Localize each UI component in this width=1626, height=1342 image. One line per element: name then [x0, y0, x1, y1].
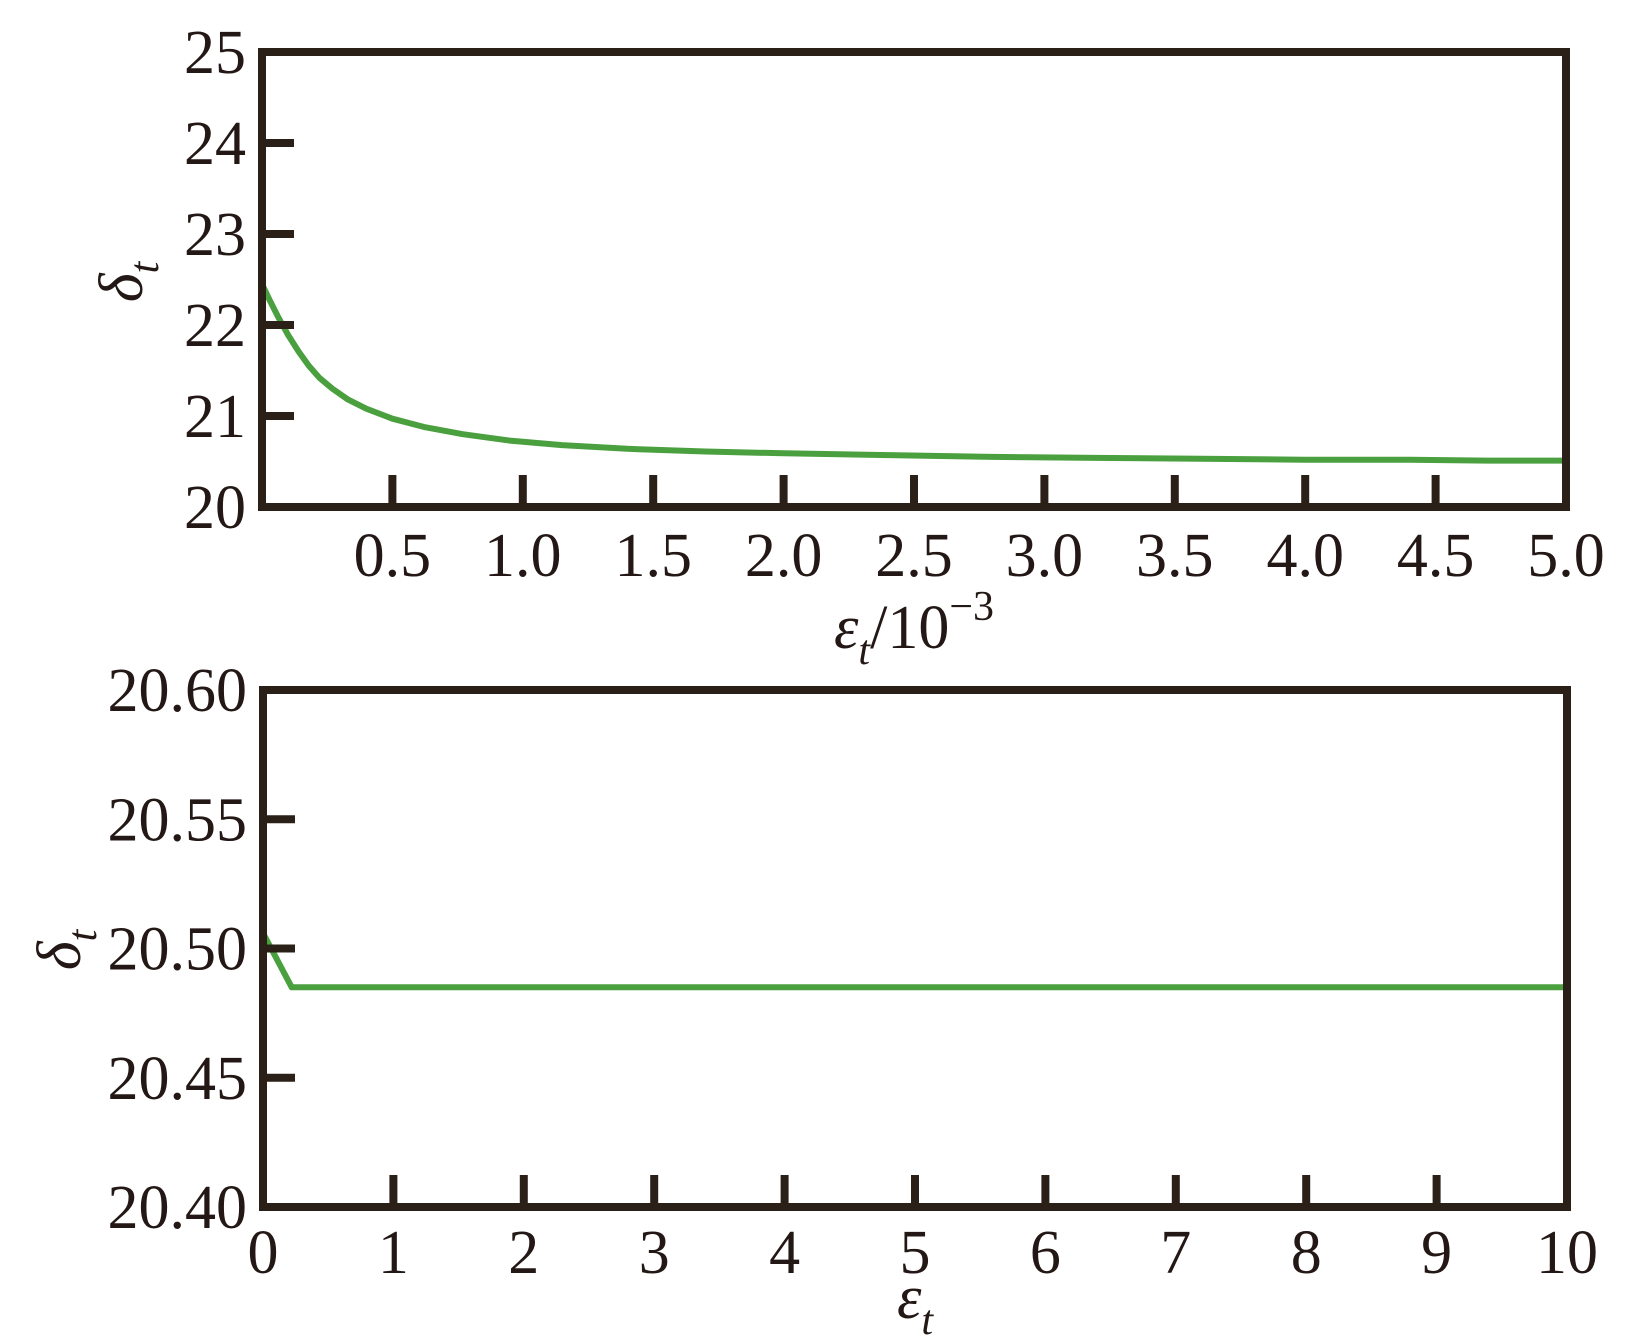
x-tick-label: 5.0	[1527, 522, 1605, 590]
y-tick-label: 24	[184, 110, 246, 178]
plot-box	[259, 686, 1571, 1211]
x-tick-label: 3.0	[1006, 522, 1084, 590]
x-tick-label: 0	[248, 1219, 279, 1287]
x-tick-label: 3	[639, 1219, 670, 1287]
x-tick-label: 0.5	[354, 522, 432, 590]
y-tick-label: 20.55	[108, 786, 248, 854]
y-tick-label: 22	[184, 292, 246, 360]
x-tick-label: 2.5	[875, 522, 953, 590]
x-tick-label: 1	[378, 1219, 409, 1287]
y-tick-label: 20.50	[108, 916, 248, 984]
x-tick-label: 4.5	[1397, 522, 1475, 590]
x-tick-label: 4	[769, 1219, 800, 1287]
y-axis-title: δt	[88, 260, 168, 302]
x-tick-label: 9	[1421, 1219, 1452, 1287]
x-tick-label: 1.5	[614, 522, 692, 590]
y-tick-label: 20.60	[108, 657, 248, 725]
x-tick-label: 8	[1291, 1219, 1322, 1287]
data-curve-delta-t-vs-epsilon-zoomed	[259, 282, 1566, 464]
x-axis-title: εt	[897, 1264, 934, 1342]
top-chart: 0.5 1.0 1.5 2.0 2.5 3.0 3.5 4.0 4.5 5.0 20 21 22 23 24…	[88, 19, 1605, 674]
y-tick-label: 23	[184, 201, 246, 269]
y-tick-label: 25	[184, 19, 246, 87]
y-tick-label: 20	[184, 474, 246, 542]
x-tick-label: 7	[1160, 1219, 1191, 1287]
x-tick-label: 2.0	[745, 522, 823, 590]
y-tick-label: 20.45	[108, 1045, 248, 1113]
x-tick-label: 4.0	[1266, 522, 1344, 590]
y-axis-title: δt	[26, 928, 106, 970]
x-tick-label: 10	[1536, 1219, 1598, 1287]
x-tick-label: 5	[900, 1219, 931, 1287]
x-tick-label: 6	[1030, 1219, 1061, 1287]
y-tick-label: 21	[184, 383, 246, 451]
x-tick-label: 2	[508, 1219, 539, 1287]
bottom-chart: 0 1 2 3 4 5 6 7 8 9 10 20.40 20.45 20.50 20.55 20.60 εt δ…	[26, 657, 1598, 1342]
y-tick-label: 20.40	[108, 1174, 248, 1242]
x-tick-label: 1.0	[484, 522, 562, 590]
x-tick-label: 3.5	[1136, 522, 1214, 590]
data-curve-delta-t-vs-epsilon-full	[260, 931, 1567, 991]
plot-box	[258, 48, 1570, 511]
x-axis-title: εt/10−3	[834, 584, 994, 674]
